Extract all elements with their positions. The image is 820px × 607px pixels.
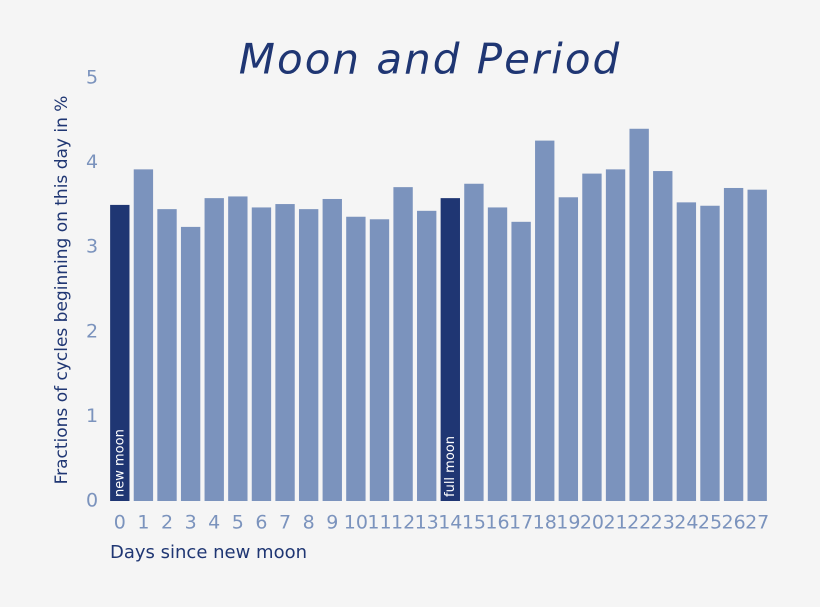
annotation: full moon bbox=[443, 436, 458, 497]
x-axis-label: Days since new moon bbox=[110, 542, 307, 563]
y-tick-label: 2 bbox=[86, 320, 98, 342]
x-tick-label: 13 bbox=[415, 512, 439, 534]
bar bbox=[369, 219, 390, 502]
x-tick-label: 6 bbox=[255, 512, 267, 534]
y-tick-label: 5 bbox=[86, 67, 98, 89]
bar bbox=[629, 128, 649, 501]
bar bbox=[676, 202, 697, 501]
bar bbox=[723, 187, 744, 502]
bar bbox=[157, 209, 177, 501]
x-tick-label: 4 bbox=[208, 512, 220, 534]
x-tick-label: 27 bbox=[745, 512, 769, 534]
x-tick-label: 19 bbox=[556, 512, 580, 534]
y-axis-label: Fractions of cycles beginning on this da… bbox=[52, 96, 72, 485]
bar bbox=[275, 204, 295, 501]
bar bbox=[228, 196, 248, 501]
bar bbox=[322, 198, 342, 501]
x-tick-label: 1 bbox=[137, 512, 149, 534]
y-tick-label: 0 bbox=[86, 490, 98, 512]
x-tick-label: 3 bbox=[185, 512, 197, 534]
x-tick-label: 24 bbox=[674, 512, 698, 534]
x-tick-label: 10 bbox=[344, 512, 368, 534]
bar bbox=[605, 169, 626, 502]
x-tick-label: 21 bbox=[603, 512, 627, 534]
y-tick-label: 4 bbox=[86, 151, 98, 173]
x-tick-label: 5 bbox=[232, 512, 244, 534]
bar bbox=[110, 204, 130, 501]
x-tick-label: 11 bbox=[367, 512, 391, 534]
y-tick-label: 1 bbox=[86, 405, 98, 427]
bar bbox=[346, 216, 366, 501]
chart-title: Moon and Period bbox=[239, 35, 621, 84]
bar bbox=[700, 205, 720, 501]
x-tick-label: 18 bbox=[533, 512, 557, 534]
x-tick-label: 15 bbox=[462, 512, 486, 534]
bar bbox=[487, 207, 508, 502]
x-tick-label: 8 bbox=[303, 512, 315, 534]
x-tick-label: 14 bbox=[438, 512, 462, 534]
x-tick-label: 20 bbox=[580, 512, 604, 534]
x-tick-label: 23 bbox=[651, 512, 675, 534]
bar bbox=[582, 173, 602, 501]
x-tick-label: 12 bbox=[391, 512, 415, 534]
bar bbox=[251, 207, 272, 502]
bar bbox=[653, 171, 673, 501]
annotation: new moon bbox=[112, 429, 127, 497]
bar bbox=[747, 189, 767, 501]
x-tick-label: 9 bbox=[326, 512, 338, 534]
bar bbox=[133, 169, 154, 502]
bar bbox=[204, 198, 224, 501]
bar bbox=[511, 221, 531, 501]
bar bbox=[298, 209, 319, 501]
x-tick-label: 16 bbox=[485, 512, 509, 534]
x-tick-label: 22 bbox=[627, 512, 651, 534]
bar bbox=[440, 198, 460, 501]
x-tick-label: 25 bbox=[698, 512, 722, 534]
bar bbox=[417, 210, 437, 501]
x-tick-label: 7 bbox=[279, 512, 291, 534]
x-tick-label: 0 bbox=[114, 512, 126, 534]
bar bbox=[464, 183, 484, 501]
bar bbox=[393, 187, 413, 501]
y-tick-label: 3 bbox=[86, 236, 98, 258]
bar bbox=[535, 140, 555, 501]
x-tick-label: 17 bbox=[509, 512, 533, 534]
bar bbox=[180, 226, 201, 501]
x-tick-label: 26 bbox=[721, 512, 745, 534]
x-tick-label: 2 bbox=[161, 512, 173, 534]
bar bbox=[558, 197, 579, 501]
